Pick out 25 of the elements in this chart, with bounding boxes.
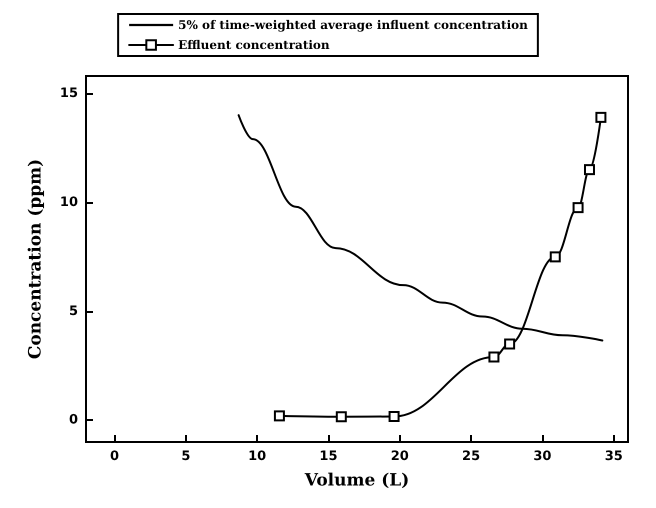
point: [550, 251, 561, 262]
legend-label: 5% of time-weighted average influent concentration: [178, 18, 528, 32]
y-tick-label: 10: [60, 194, 78, 210]
x-tick-label: 25: [462, 449, 480, 464]
legend-label: Effluent concentration: [178, 38, 330, 52]
x-tick-label: 15: [319, 449, 338, 464]
x-tick-label: 0: [110, 449, 120, 464]
point: [488, 352, 500, 363]
x-tick-label: 10: [248, 449, 266, 464]
y-tick-label: 0: [68, 412, 78, 428]
point: [504, 338, 516, 350]
point: [274, 410, 285, 422]
x-tick-label: 30: [533, 449, 552, 464]
y-tick-label: 15: [60, 86, 78, 101]
y-axis-title: Concentration (ppm): [26, 158, 46, 360]
point: [584, 164, 595, 176]
y-tick-label: 5: [68, 304, 78, 319]
x-tick-label: 20: [390, 449, 409, 464]
point: [388, 411, 400, 422]
x-tick-label: 5: [181, 449, 190, 464]
point: [572, 202, 584, 214]
point: [336, 411, 347, 422]
x-axis-title: Volume (L): [304, 470, 410, 490]
x-tick-label: 35: [604, 449, 623, 464]
point: [595, 112, 606, 123]
